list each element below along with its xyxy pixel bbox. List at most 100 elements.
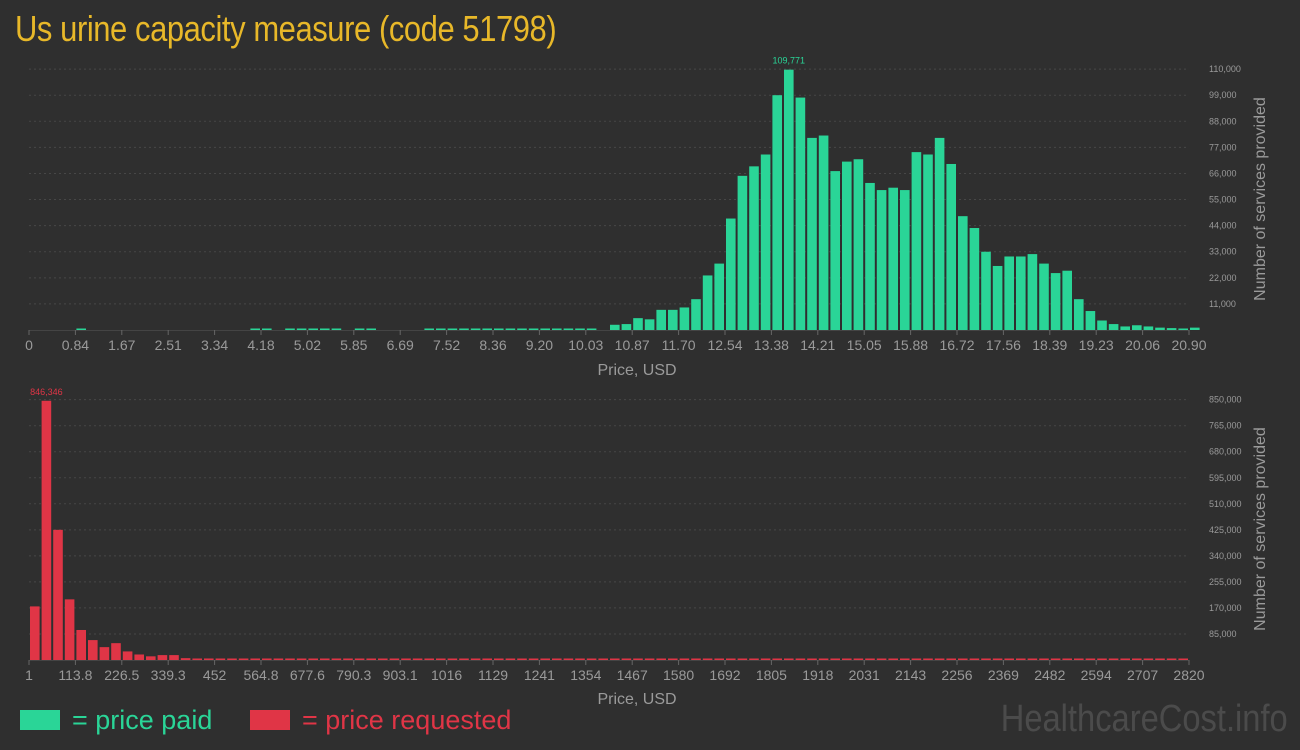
histogram-bar [447,658,458,660]
histogram-bar [807,658,817,660]
histogram-bar [30,606,40,660]
histogram-bar [1027,254,1038,330]
histogram-bar [575,658,585,660]
histogram-bar [53,529,63,660]
histogram-bar [459,658,469,660]
histogram-bar [192,658,202,660]
histogram-bar [958,216,968,330]
y-tick-label: 765,000 [1209,421,1242,431]
x-tick-label: 677.6 [290,667,325,683]
histogram-bar [865,658,875,660]
histogram-bar [772,95,782,330]
x-tick-label: 15.05 [847,337,882,353]
page-title: Us urine capacity measure (code 51798) [15,8,557,49]
histogram-bar [1004,256,1014,330]
x-tick-label: 20.90 [1171,337,1206,353]
histogram-bar [1039,658,1049,660]
histogram-bar [180,658,191,660]
x-tick-label: 903.1 [383,667,418,683]
histogram-bar [668,309,678,330]
histogram-bar [784,658,794,660]
histogram-bar [250,658,260,660]
histogram-bar [830,658,840,660]
histogram-bar [343,658,353,660]
histogram-bar [64,599,75,660]
y-tick-label: 88,000 [1209,116,1237,126]
x-tick-label: 0 [25,337,33,353]
histogram-bar [621,658,632,660]
x-tick-label: 1.67 [108,337,135,353]
x-tick-label: 19.23 [1079,337,1114,353]
histogram-bar [598,658,608,660]
x-tick-label: 2256 [941,667,972,683]
histogram-bar [760,154,771,330]
x-tick-label: 7.52 [433,337,460,353]
histogram-bar [436,658,446,660]
histogram-bar [563,328,574,330]
x-tick-label: 20.06 [1125,337,1160,353]
histogram-bar [633,658,643,660]
legend-price-requested: = price requested [250,702,511,738]
x-tick-label: 17.56 [986,337,1021,353]
histogram-bar [679,307,690,330]
x-tick-label: 2594 [1081,667,1112,683]
y-tick-label: 55,000 [1209,195,1237,205]
histogram-bar [1178,328,1188,330]
y-tick-label: 595,000 [1209,473,1242,483]
histogram-bar [958,658,968,660]
histogram-bar [795,658,806,660]
histogram-bar [1178,658,1188,660]
histogram-bar [1050,273,1061,330]
histogram-bar [934,137,945,330]
x-tick-label: 452 [203,667,227,683]
x-tick-label: 13.38 [754,337,789,353]
histogram-bar [517,658,527,660]
histogram-bar [807,137,817,330]
price-requested-swatch [250,710,290,730]
histogram-bar [911,152,922,330]
histogram-bar [412,658,423,660]
histogram-bar [1062,270,1072,330]
y-tick-label: 680,000 [1209,447,1242,457]
histogram-bar [1120,326,1130,330]
histogram-bar [552,328,562,330]
price-paid-chart: 11,000 22,000 33,000 44,000 55,000 66,000 77,0… [25,56,1269,379]
histogram-bar [726,658,736,660]
histogram-bar [1074,658,1084,660]
histogram-bar [296,328,307,330]
histogram-bar [1097,658,1107,660]
histogram-bar [204,658,214,660]
y-tick-label: 11,000 [1209,299,1236,309]
histogram-bar [1132,658,1142,660]
y-tick-label: 77,000 [1209,142,1237,152]
histogram-bar [853,658,864,660]
histogram-bar [737,175,748,330]
histogram-bar [714,263,724,330]
histogram-bar [888,658,898,660]
histogram-bar [552,658,562,660]
histogram-bar [528,658,539,660]
histogram-bar [818,658,829,660]
histogram-bar [749,166,759,330]
histogram-bar [1016,658,1026,660]
x-tick-label: 790.3 [336,667,371,683]
x-tick-label: 2369 [988,667,1019,683]
x-tick-label: 564.8 [243,667,278,683]
x-tick-label: 11.70 [662,337,696,353]
histogram-bar [621,324,632,330]
histogram-bar [691,658,701,660]
x-tick-label: 6.69 [387,337,414,353]
histogram-bar [633,318,643,330]
y-tick-label: 340,000 [1209,551,1242,561]
histogram-bar [1120,658,1130,660]
histogram-bar [262,328,272,330]
histogram-bar [900,190,910,330]
x-tick-label: 5.85 [340,337,367,353]
histogram-bar [1108,324,1119,330]
histogram-bar [1004,658,1014,660]
y-axis-label: Number of services provided [1252,97,1269,301]
histogram-bar [876,190,887,330]
x-tick-label: 1129 [478,667,508,683]
y-tick-label: 110,000 [1209,64,1241,74]
histogram-bar [296,658,307,660]
